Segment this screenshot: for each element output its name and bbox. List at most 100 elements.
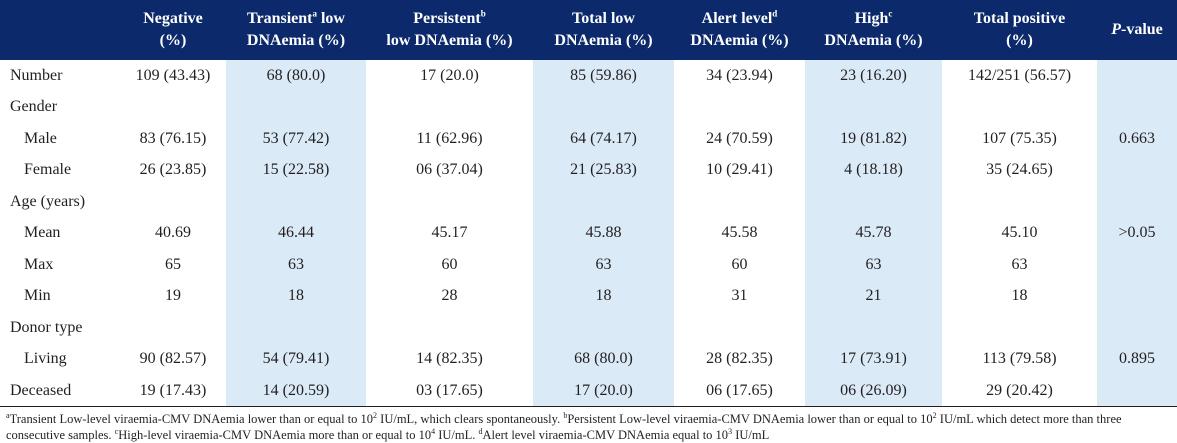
table-body: Number 109 (43.43) 68 (80.0) 17 (20.0) 85 (5…: [0, 60, 1177, 407]
table-cell: 10 (29.41): [706, 161, 773, 179]
header-total-positive-line2: (%): [1006, 32, 1033, 49]
header-total-low-line2: DNAemia (%): [554, 32, 653, 49]
row-label: Male: [24, 129, 57, 147]
footnote-a-marker: a: [6, 410, 10, 420]
table-cell: 90 (82.57): [139, 350, 207, 368]
table-cell: 28 (82.35): [706, 350, 773, 368]
table-cell: [805, 91, 942, 123]
footnote-b-marker: b: [563, 410, 568, 420]
header-persistent-sup: b: [480, 8, 486, 19]
table-row: Female 26 (23.85) 15 (22.58) 06 (37.04) 21 (…: [0, 154, 1177, 186]
table-cell: 19: [165, 287, 181, 305]
table-cell: [366, 186, 533, 218]
table-cell: 21: [805, 280, 942, 312]
header-pvalue-rest: -value: [1121, 21, 1163, 38]
table-cell: [1097, 312, 1177, 344]
row-label: Living: [24, 350, 67, 368]
table-cell: 64 (74.17): [533, 123, 674, 155]
table-cell: 68 (80.0): [533, 343, 674, 375]
table-cell: [1097, 249, 1177, 281]
header-alert-pre: Alert level: [701, 10, 773, 27]
table-cell: 53 (77.42): [226, 123, 366, 155]
footnote-b-tail: IU/mL which detect more than three conse…: [6, 412, 1122, 442]
table-cell: [942, 92, 1097, 124]
footnote-b-text: Persistent Low-level viraemia-CMV DNAemi…: [567, 412, 933, 426]
table-cell: 45.10: [1001, 224, 1038, 242]
table-row: Number 109 (43.43) 68 (80.0) 17 (20.0) 85 (5…: [0, 60, 1177, 92]
table-cell: [366, 92, 533, 124]
table-cell: 45.78: [805, 217, 942, 249]
table-cell: 18: [1011, 287, 1028, 305]
row-label: Age (years): [10, 192, 86, 210]
table-row: Gender: [0, 91, 1177, 124]
table-cell: 54 (79.41): [226, 343, 366, 375]
table-cell: 06 (37.04): [416, 161, 483, 179]
table-row: Age (years): [0, 186, 1177, 218]
header-pvalue: P-value: [1097, 0, 1177, 60]
table-cell: [805, 312, 942, 344]
header-transient: Transienta low DNAemia (%): [226, 0, 366, 60]
table-cell: 0.663: [1097, 123, 1177, 155]
table-cell: 23 (16.20): [805, 60, 942, 92]
table-cell: 24 (70.59): [706, 129, 773, 147]
table-cell: 28: [441, 287, 458, 305]
table-row: Mean 40.69 46.44 45.17 45.88 45.58 45.78 45.10 >…: [0, 217, 1177, 249]
table-cell: 17 (20.0): [533, 375, 674, 407]
table-cell: 21 (25.83): [533, 154, 674, 186]
header-high-sup: c: [888, 8, 893, 19]
table-cell: >0.05: [1097, 217, 1177, 249]
header-total-positive-line1: Total positive: [973, 10, 1066, 27]
table-cell: 4 (18.18): [805, 154, 942, 186]
table-cell: 60: [731, 255, 748, 273]
header-transient-sup: a: [312, 8, 317, 19]
footnote-d-exp: 3: [728, 426, 733, 436]
table-cell: [120, 312, 226, 344]
table-cell: 17 (73.91): [805, 343, 942, 375]
table-row: Male 83 (76.15) 53 (77.42) 11 (62.96) 64 (74…: [0, 123, 1177, 155]
footnote-c-exp: 4: [431, 426, 436, 436]
table-cell: 45.17: [431, 224, 468, 242]
table-cell: [533, 91, 674, 123]
table-cell: 40.69: [155, 224, 191, 242]
table-cell: [366, 312, 533, 344]
header-transient-pre: Transient: [247, 10, 313, 27]
header-alert-line2: DNAemia (%): [690, 32, 789, 49]
row-label: Max: [24, 255, 54, 273]
table-cell: 85 (59.86): [533, 60, 674, 92]
table-cell: [1097, 186, 1177, 218]
header-alert: Alert leveld DNAemia (%): [674, 0, 805, 60]
table-cell: [120, 92, 226, 124]
footnotes: aTransient Low-level viraemia-CMV DNAemi…: [0, 407, 1177, 443]
footnote-a-text: Transient Low-level viraemia-CMV DNAemia…: [9, 412, 374, 426]
data-table: Negative (%) Transienta low DNAemia (%) …: [0, 0, 1177, 407]
table-cell: 46.44: [226, 217, 366, 249]
table-cell: 109 (43.43): [135, 66, 211, 84]
table-row: Donor type: [0, 312, 1177, 344]
table-cell: [674, 92, 805, 124]
header-high-pre: High: [854, 10, 889, 27]
table-cell: 19 (81.82): [805, 123, 942, 155]
table-cell: [674, 186, 805, 218]
table-cell: 45.88: [533, 217, 674, 249]
row-label: Donor type: [10, 318, 83, 336]
table-cell: 19 (17.43): [139, 381, 207, 399]
table-cell: [533, 312, 674, 344]
header-persistent-line2: low DNAemia (%): [386, 32, 513, 49]
table-row: Deceased 19 (17.43) 14 (20.59) 03 (17.65) 17…: [0, 375, 1177, 407]
table-cell: 63: [226, 249, 366, 281]
header-negative-line1: Negative: [143, 10, 203, 27]
row-label: Mean: [24, 224, 61, 242]
header-persistent: Persistentb low DNAemia (%): [366, 0, 533, 60]
table-cell: 14 (20.59): [226, 375, 366, 407]
table-cell: 113 (79.58): [982, 350, 1057, 368]
table-cell: 29 (20.42): [986, 381, 1053, 399]
table-cell: [226, 312, 366, 344]
footnote-c-text: High-level viraemia-CMV DNAemia more tha…: [118, 428, 432, 442]
footnote-d-text: Alert level viraemia-CMV DNAemia equal t…: [482, 428, 729, 442]
table-cell: [674, 312, 805, 344]
table-cell: [533, 186, 674, 218]
table-cell: 63: [533, 249, 674, 281]
footnote-a-tail: IU/mL, which clears spontaneously.: [377, 412, 564, 426]
table-cell: [805, 186, 942, 218]
header-transient-post: low: [316, 10, 345, 27]
